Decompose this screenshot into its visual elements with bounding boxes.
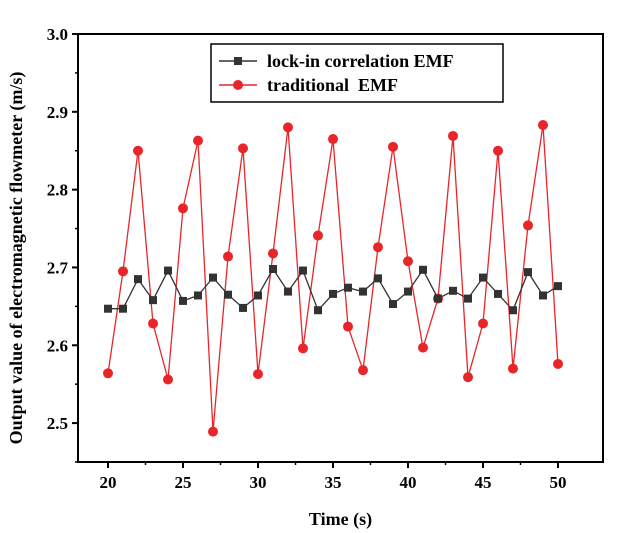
data-point	[328, 134, 338, 145]
y-tick-label: 2.8	[47, 181, 68, 200]
x-tick-label: 20	[100, 473, 117, 492]
x-axis-title: Time (s)	[309, 509, 372, 530]
data-point	[268, 248, 278, 259]
data-point	[539, 291, 547, 300]
data-point	[418, 342, 428, 353]
data-point	[238, 143, 248, 154]
data-point	[164, 266, 172, 275]
data-point	[103, 368, 113, 379]
data-point	[269, 265, 277, 274]
data-point	[509, 306, 517, 315]
data-point	[553, 358, 563, 369]
data-point	[494, 289, 502, 298]
plot-axes	[77, 33, 604, 463]
legend-item: lock-in correlation EMF	[219, 51, 454, 71]
data-point	[298, 343, 308, 354]
data-point	[224, 290, 232, 299]
series-line	[107, 124, 559, 432]
data-point	[134, 275, 142, 284]
data-point	[163, 374, 173, 385]
data-point	[239, 303, 247, 312]
x-tick-label: 45	[475, 473, 492, 492]
data-point	[209, 273, 217, 282]
data-point	[133, 145, 143, 156]
legend-label: traditional EMF	[267, 75, 398, 95]
data-point	[208, 426, 218, 437]
data-point	[343, 321, 353, 332]
data-point	[389, 300, 397, 309]
data-point	[493, 145, 503, 156]
legend-item: traditional EMF	[219, 75, 398, 95]
legend-marker	[234, 57, 242, 65]
legend-marker	[233, 80, 243, 90]
data-point	[104, 304, 112, 313]
data-point	[179, 296, 187, 305]
y-tick-label: 2.6	[47, 336, 68, 355]
data-point	[254, 291, 262, 300]
y-tick-label: 2.7	[47, 258, 69, 277]
data-point	[344, 283, 352, 292]
data-point	[149, 296, 157, 305]
data-point	[419, 265, 427, 274]
data-point	[373, 242, 383, 253]
series-layer	[103, 120, 563, 437]
data-point	[194, 291, 202, 300]
data-point	[374, 274, 382, 283]
x-tick-label: 35	[325, 473, 342, 492]
series-traditional	[103, 120, 563, 437]
x-tick-label: 50	[550, 473, 567, 492]
data-point	[463, 372, 473, 383]
data-point	[523, 220, 533, 231]
data-point	[448, 130, 458, 141]
x-tick-label: 40	[400, 473, 417, 492]
data-point	[478, 318, 488, 329]
data-point	[359, 287, 367, 296]
data-point	[283, 122, 293, 133]
data-point	[404, 287, 412, 296]
data-point	[508, 363, 518, 374]
data-point	[403, 256, 413, 267]
x-tick-label: 25	[175, 473, 192, 492]
legend-label: lock-in correlation EMF	[267, 51, 454, 71]
data-point	[479, 273, 487, 282]
x-tick-label: 30	[250, 473, 267, 492]
y-tick-label: 2.5	[47, 414, 68, 433]
data-point	[434, 294, 442, 303]
data-point	[449, 286, 457, 295]
data-point	[329, 289, 337, 298]
data-point	[148, 318, 158, 329]
data-point	[299, 266, 307, 275]
data-point	[554, 282, 562, 291]
data-point	[314, 306, 322, 315]
data-point	[538, 120, 548, 131]
series-lock-in	[104, 265, 562, 315]
data-point	[358, 365, 368, 376]
tick-group: 20 25 30 35 40 45 50 2.5 2.6 2.7 2.8 2.9 3.0	[47, 25, 567, 492]
data-point	[388, 141, 398, 152]
legend-box	[210, 43, 504, 103]
data-point	[284, 287, 292, 296]
y-tick-label: 2.9	[47, 103, 68, 122]
data-point	[464, 294, 472, 303]
y-tick-label: 3.0	[47, 25, 68, 44]
data-point	[223, 251, 233, 262]
data-point	[193, 135, 203, 146]
data-point	[178, 203, 188, 214]
y-axis-title: Output value of electromagnetic flowmete…	[6, 72, 27, 445]
data-point	[118, 266, 128, 277]
data-point	[313, 230, 323, 241]
data-point	[119, 304, 127, 313]
data-point	[524, 268, 532, 277]
plot-frame	[77, 33, 604, 463]
data-point	[253, 369, 263, 380]
legend: lock-in correlation EMF traditional EMF	[210, 43, 504, 103]
